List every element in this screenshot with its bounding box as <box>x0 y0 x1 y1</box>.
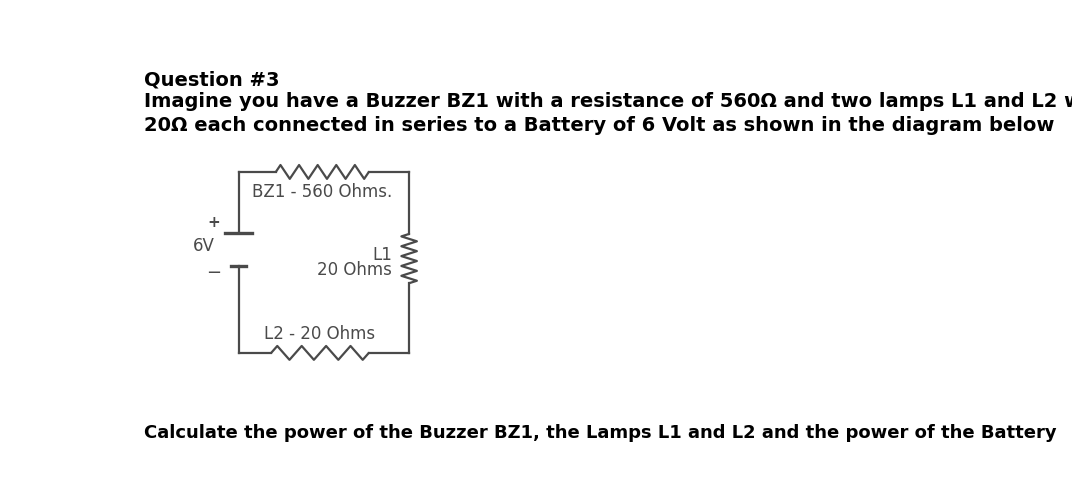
Text: −: − <box>206 264 221 282</box>
Text: +: + <box>207 215 220 230</box>
Text: 20Ω each connected in series to a Battery of 6 Volt as shown in the diagram belo: 20Ω each connected in series to a Batter… <box>144 117 1055 135</box>
Text: BZ1 - 560 Ohms.: BZ1 - 560 Ohms. <box>252 183 392 201</box>
Text: L1: L1 <box>372 246 392 264</box>
Text: Question #3: Question #3 <box>144 70 280 89</box>
Text: 20 Ohms: 20 Ohms <box>317 261 392 279</box>
Text: 6V: 6V <box>193 237 214 254</box>
Text: Calculate the power of the Buzzer BZ1, the Lamps L1 and L2 and the power of the : Calculate the power of the Buzzer BZ1, t… <box>144 425 1057 442</box>
Text: Imagine you have a Buzzer BZ1 with a resistance of 560Ω and two lamps L1 and L2 : Imagine you have a Buzzer BZ1 with a res… <box>144 92 1072 111</box>
Text: L2 - 20 Ohms: L2 - 20 Ohms <box>265 325 375 343</box>
